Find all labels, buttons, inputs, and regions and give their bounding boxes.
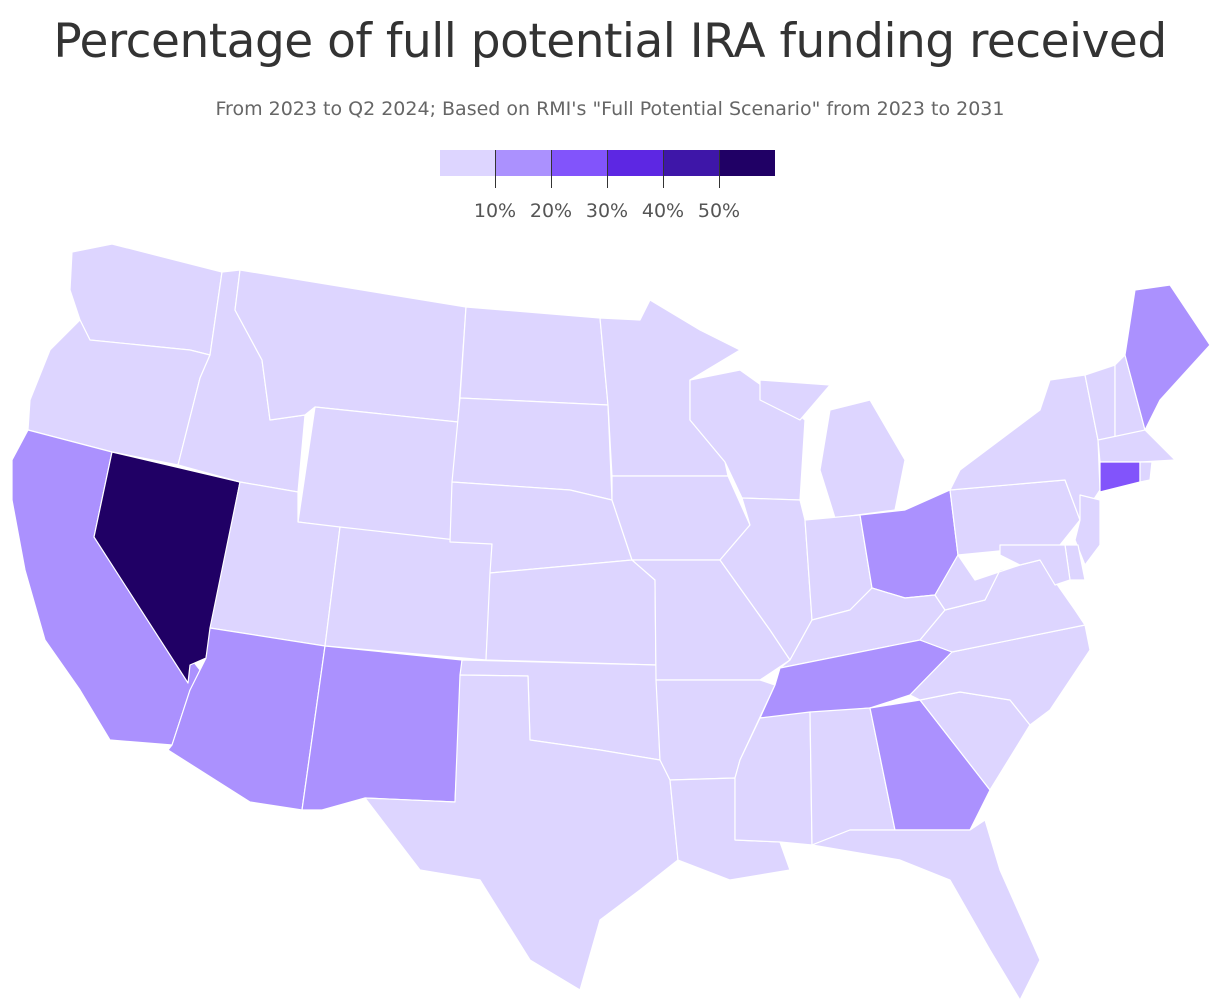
state-co[interactable] bbox=[324, 526, 493, 661]
state-ga[interactable] bbox=[869, 699, 991, 831]
page-title: Percentage of full potential IRA funding… bbox=[53, 14, 1167, 69]
legend-swatch bbox=[551, 150, 607, 176]
legend-swatch bbox=[440, 150, 495, 176]
legend-label: 20% bbox=[529, 200, 573, 222]
legend-tick bbox=[551, 150, 552, 188]
state-wa[interactable] bbox=[69, 243, 223, 356]
legend-bar bbox=[440, 150, 775, 176]
state-nj[interactable] bbox=[1074, 494, 1101, 566]
state-ct[interactable] bbox=[1099, 461, 1141, 493]
state-nd[interactable] bbox=[459, 306, 609, 406]
legend-swatch bbox=[495, 150, 551, 176]
state-fl[interactable] bbox=[811, 819, 1041, 1000]
legend-tick bbox=[719, 150, 720, 188]
state-ri[interactable] bbox=[1139, 461, 1153, 483]
legend-swatch bbox=[607, 150, 663, 176]
state-wv[interactable] bbox=[934, 554, 1021, 611]
legend-swatch bbox=[719, 150, 775, 176]
subtitle: From 2023 to Q2 2024; Based on RMI's "Fu… bbox=[215, 98, 1005, 120]
color-legend: 10% 20% 30% 40% 50% bbox=[440, 150, 775, 230]
legend-label: 50% bbox=[697, 200, 741, 222]
state-ma[interactable] bbox=[1097, 429, 1176, 463]
state-nm[interactable] bbox=[301, 645, 463, 811]
state-ny[interactable] bbox=[949, 374, 1101, 521]
state-pa[interactable] bbox=[949, 479, 1081, 556]
legend-tick bbox=[663, 150, 664, 188]
state-tx[interactable] bbox=[364, 674, 679, 991]
legend-label: 30% bbox=[585, 200, 629, 222]
state-ia[interactable] bbox=[611, 475, 751, 561]
state-md[interactable] bbox=[999, 544, 1071, 586]
state-wy[interactable] bbox=[297, 406, 459, 543]
legend-tick bbox=[495, 150, 496, 188]
us-map bbox=[11, 243, 1211, 1000]
legend-tick bbox=[607, 150, 608, 188]
state-mt[interactable] bbox=[234, 269, 467, 423]
state-mi[interactable] bbox=[759, 379, 906, 519]
legend-swatch bbox=[663, 150, 719, 176]
legend-label: 40% bbox=[641, 200, 685, 222]
state-ks[interactable] bbox=[485, 559, 657, 666]
legend-label: 10% bbox=[473, 200, 517, 222]
